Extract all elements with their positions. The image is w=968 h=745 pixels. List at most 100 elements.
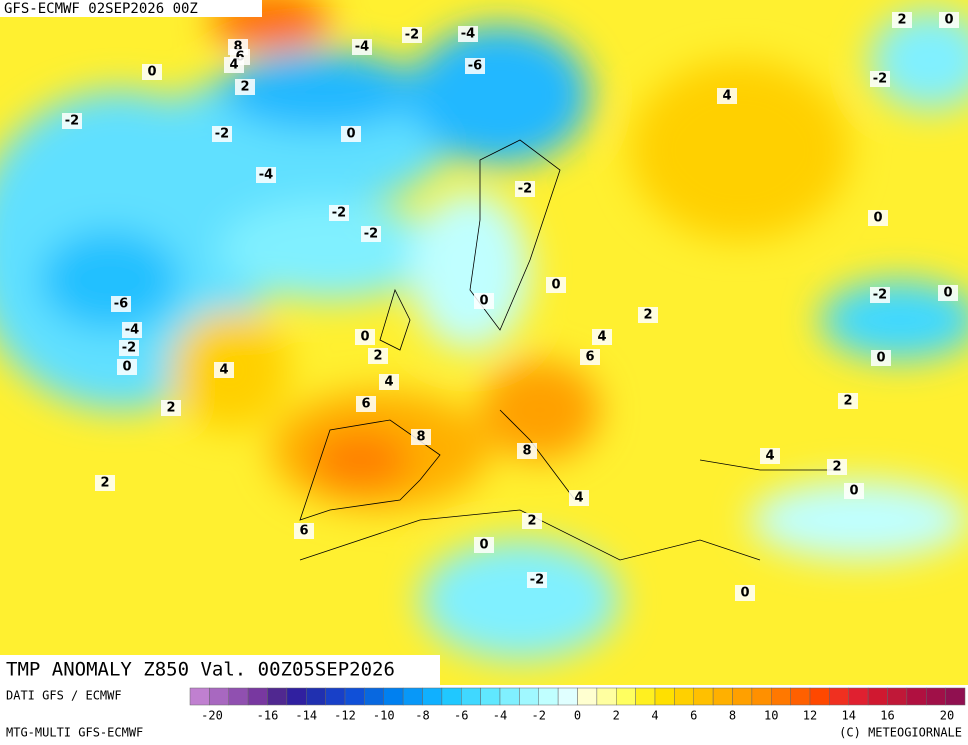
colorbar-tick-label: -6 [454, 709, 468, 723]
colorbar-swatch [751, 687, 772, 706]
contour-label-bg [527, 572, 547, 588]
contour-label-bg [402, 27, 422, 43]
colorbar-tick-label: 0 [574, 709, 581, 723]
contour-label-bg [938, 285, 958, 301]
colorbar-tick-label: -12 [334, 709, 356, 723]
contour-label-bg [892, 12, 912, 28]
contour-label: -2 [122, 341, 136, 356]
contour-label-bg [638, 307, 658, 323]
contour-label: 6 [299, 524, 308, 539]
contour-label-bg [517, 443, 537, 459]
contour-label-bg [458, 26, 478, 42]
contour-label: 0 [876, 351, 885, 366]
contour-label: -4 [461, 27, 475, 42]
colorbar-tick-label: 2 [613, 709, 620, 723]
colorbar-swatch [693, 687, 714, 706]
contour-label: 2 [897, 13, 906, 28]
contour-label-bg [868, 210, 888, 226]
colorbar-swatch [635, 687, 656, 706]
contour-label: -2 [530, 573, 544, 588]
colorbar-swatch [306, 687, 326, 706]
map-title-box [0, 655, 440, 685]
contour-label: -2 [518, 182, 532, 197]
contour-label-bg [411, 429, 431, 445]
contour-label: -4 [125, 323, 139, 338]
colorbar-tick-label: 10 [764, 709, 778, 723]
contour-label: 0 [943, 286, 952, 301]
colorbar-swatch [616, 687, 636, 706]
contour-label: 4 [384, 375, 393, 390]
contour-label-bg [356, 396, 376, 412]
colorbar-swatch [557, 687, 578, 706]
colorbar-swatch [364, 687, 384, 706]
contour-label: -2 [405, 28, 419, 43]
colorbar-tick-label: -20 [201, 709, 223, 723]
colorbar-swatch [247, 687, 268, 706]
contour-label-bg [294, 523, 314, 539]
contour-label: 4 [722, 89, 731, 104]
colorbar-swatch [712, 687, 733, 706]
contour-label: 4 [597, 330, 606, 345]
colorbar-swatch [867, 687, 888, 706]
contour-label-bg [474, 537, 494, 553]
contour-label-bg [214, 362, 234, 378]
contour-label-bg [368, 348, 388, 364]
contour-label-bg [522, 513, 542, 529]
contour-label: -6 [468, 59, 482, 74]
colorbar-swatch [325, 687, 346, 706]
copyright: (C) METEOGIORNALE [839, 726, 962, 740]
contour-label-bg [515, 181, 535, 197]
contour-label: 4 [219, 363, 228, 378]
contour-label: 8 [416, 430, 425, 445]
contour-label-bg [142, 64, 162, 80]
contour-label-bg [352, 39, 372, 55]
contour-label-bg [827, 459, 847, 475]
contour-label: -4 [355, 40, 369, 55]
contour-label: 0 [147, 65, 156, 80]
map-field [0, 0, 968, 685]
contour-label-bg [341, 126, 361, 142]
contour-label: 0 [849, 484, 858, 499]
contour-label: 0 [479, 294, 488, 309]
colorbar-tick-label: 16 [880, 709, 894, 723]
contour-label-bg [465, 58, 485, 74]
contour-label-bg [870, 71, 890, 87]
colorbar-swatch [848, 687, 869, 706]
colorbar-swatch [383, 687, 404, 706]
contour-label: 2 [100, 476, 109, 491]
contour-label-bg [95, 475, 115, 491]
contour-label-bg [939, 12, 959, 28]
colorbar-swatch [344, 687, 365, 706]
colorbar-tick-label: 20 [940, 709, 954, 723]
contour-label: 2 [643, 308, 652, 323]
contour-label-bg [760, 448, 780, 464]
contour-label: 8 [522, 444, 531, 459]
colorbar-swatch [286, 687, 307, 706]
colorbar-swatch [267, 687, 288, 706]
colorbar-swatch [209, 687, 229, 706]
contour-label: 0 [479, 538, 488, 553]
source-label: DATI GFS / ECMWF [6, 689, 122, 703]
contour-label: 8 [233, 40, 242, 55]
contour-label-bg [122, 322, 142, 338]
contour-label-bg [717, 88, 737, 104]
contour-label-bg [735, 585, 755, 601]
contour-label: -2 [215, 127, 229, 142]
contour-label: -2 [873, 288, 887, 303]
colorbar-swatch [519, 687, 539, 706]
contour-label-bg [355, 329, 375, 345]
colorbar-swatch [480, 687, 501, 706]
contour-label: 2 [832, 460, 841, 475]
contour-label: 0 [873, 211, 882, 226]
colorbar-swatch [596, 687, 617, 706]
contour-label: -2 [332, 206, 346, 221]
contour-label: 2 [527, 514, 536, 529]
contour-label-bg [329, 205, 349, 221]
model-label: MTG-MULTI GFS-ECMWF [6, 726, 143, 740]
contour-label: -2 [873, 72, 887, 87]
contour-label-bg [569, 490, 589, 506]
contour-label: -2 [65, 114, 79, 129]
contour-label: 0 [122, 360, 131, 375]
colorbar-tick-label: 8 [729, 709, 736, 723]
map-title: TMP ANOMALY Z850 Val. 00Z05SEP2026 [6, 659, 395, 681]
